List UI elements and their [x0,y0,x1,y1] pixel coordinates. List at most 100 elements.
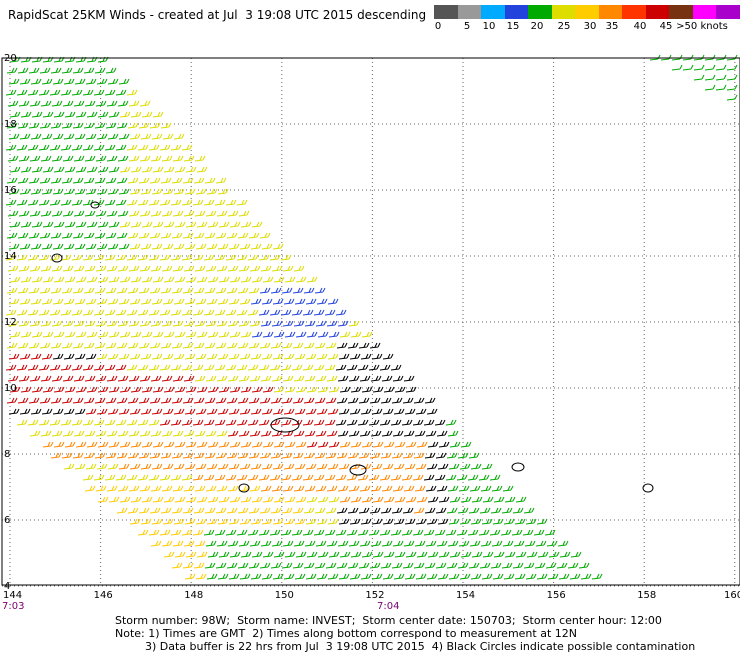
wind-barb [241,497,251,502]
wind-barb [384,442,394,447]
wind-barb [61,90,71,95]
wind-barb [73,233,83,238]
wind-barb [349,486,359,491]
wind-barb [62,233,72,238]
wind-barb [326,563,336,568]
wind-barb [163,464,173,469]
wind-barb [559,574,569,579]
wind-barb [105,420,115,425]
wind-barb [274,497,284,502]
wind-barb [74,211,84,216]
wind-barb [337,398,347,403]
wind-barb [51,453,61,458]
wind-barb [119,464,129,469]
wind-barb [513,508,523,513]
wind-barb [62,68,72,73]
wind-barb [350,574,360,579]
wind-barb [457,475,467,480]
wind-barb [373,442,383,447]
wind-barb [226,530,236,535]
wind-barb [403,398,413,403]
wind-barb [338,486,348,491]
wind-barb [172,398,182,403]
wind-barb [175,167,185,172]
wind-barb [50,200,60,205]
wind-barb [75,299,85,304]
wind-barb [150,233,160,238]
wind-barb [116,90,126,95]
wind-barb [240,409,250,414]
wind-barb [515,519,525,524]
wind-barb [716,85,726,90]
wind-barb [205,398,215,403]
wind-barb [142,167,152,172]
wind-barb [360,486,370,491]
wind-barb [194,233,204,238]
wind-barb [61,365,71,370]
wind-barb [435,475,445,480]
wind-barb [461,497,471,502]
wind-barb [281,365,291,370]
wind-barb [86,354,96,359]
wind-barb [161,398,171,403]
wind-barb [197,332,207,337]
wind-barb [417,552,427,557]
lon-label: 160 [724,590,740,601]
wind-barb [395,442,405,447]
wind-barb [87,112,97,117]
wind-barb [73,343,83,348]
wind-barb [206,211,216,216]
wind-barb [481,541,491,546]
wind-barb [18,398,28,403]
wind-barb [437,486,447,491]
wind-barb [18,343,28,348]
wind-barb [204,420,214,425]
wind-barb [186,167,196,172]
wind-barb [51,123,61,128]
wind-barb [163,189,173,194]
wind-barb [317,354,327,359]
wind-barb [315,398,325,403]
wind-barb [74,431,84,436]
wind-barb [32,332,42,337]
wind-barb [129,156,139,161]
wind-barb [271,343,281,348]
wind-barb [705,65,715,70]
wind-barb [359,343,369,348]
wind-barb [227,563,237,568]
wind-barb [172,288,182,293]
wind-barb [336,365,346,370]
wind-barb [282,288,292,293]
wind-barb [395,497,405,502]
wind-barb [64,354,74,359]
wind-barb [131,497,141,502]
wind-barb [40,343,50,348]
wind-barb [450,442,460,447]
wind-barb [142,277,152,282]
wind-barb [326,508,336,513]
wind-barb [117,343,127,348]
wind-barb [371,541,381,546]
wind-barb [30,266,40,271]
wind-barb [30,376,40,381]
wind-barb [119,409,129,414]
wind-barb [63,156,73,161]
wind-barb [252,332,262,337]
wind-barb [196,354,206,359]
wind-barb [161,508,171,513]
wind-barb [230,277,240,282]
wind-barb [694,65,704,70]
wind-barb [204,365,214,370]
wind-barb [138,530,148,535]
wind-barb [274,332,284,337]
wind-barb [184,431,194,436]
wind-barb [380,365,390,370]
wind-barb [404,431,414,436]
wind-barb [219,222,229,227]
wind-barb [152,244,162,249]
wind-barb [383,464,393,469]
wind-barb [116,310,126,315]
wind-barb [469,508,479,513]
wind-barb [350,354,360,359]
island-outline [643,484,653,492]
